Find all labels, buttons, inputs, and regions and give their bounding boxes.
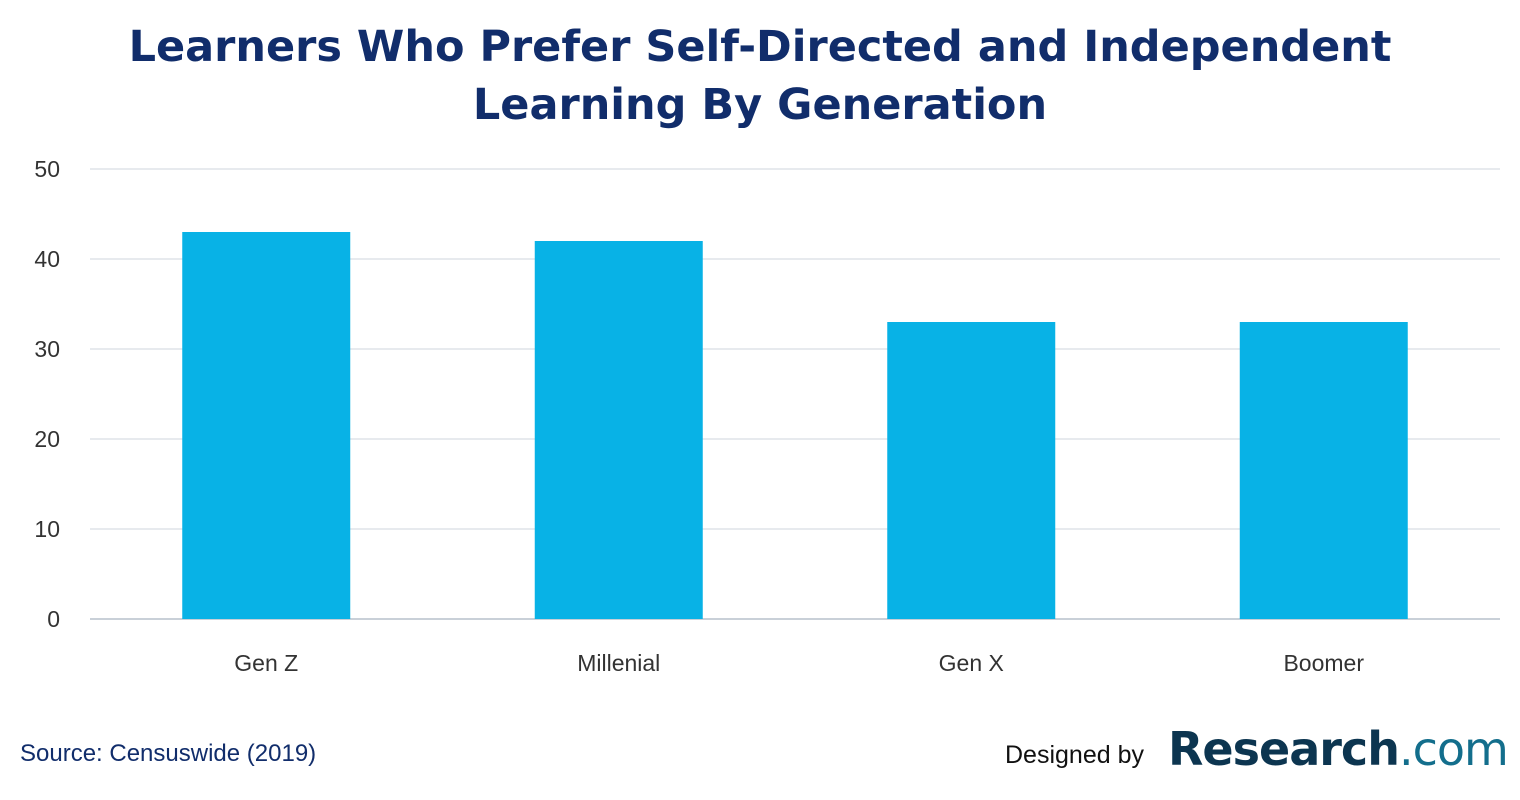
- bar-chart: 0 10 20 30 40 50 Gen Z Millenial Gen X Boomer: [34, 156, 1500, 676]
- x-tick-label: Gen X: [939, 650, 1004, 676]
- y-tick-label: 30: [34, 336, 60, 362]
- research-com-logo: Research.com: [1168, 722, 1509, 776]
- source-note: Source: Censuswide (2019): [20, 740, 317, 767]
- title-line-1: Learners Who Prefer Self-Directed and In…: [128, 22, 1392, 72]
- x-tick-label: Gen Z: [234, 650, 298, 676]
- y-tick-label: 50: [34, 156, 60, 182]
- title-line-2: Learning By Generation: [472, 80, 1048, 130]
- designed-by-label: Designed by: [1005, 741, 1144, 769]
- chart-title: Learners Who Prefer Self-Directed and In…: [0, 18, 1520, 134]
- y-tick-label: 0: [47, 606, 60, 632]
- y-tick-label: 40: [34, 246, 60, 272]
- bar: [534, 241, 703, 619]
- bar: [1239, 322, 1408, 619]
- bar: [887, 322, 1056, 619]
- x-tick-label: Boomer: [1283, 650, 1364, 676]
- y-tick-label: 20: [34, 426, 60, 452]
- bar: [182, 232, 351, 619]
- x-tick-label: Millenial: [577, 650, 660, 676]
- logo-suffix: .com: [1398, 722, 1509, 776]
- y-tick-label: 10: [34, 516, 60, 542]
- logo-main: Research: [1168, 722, 1400, 776]
